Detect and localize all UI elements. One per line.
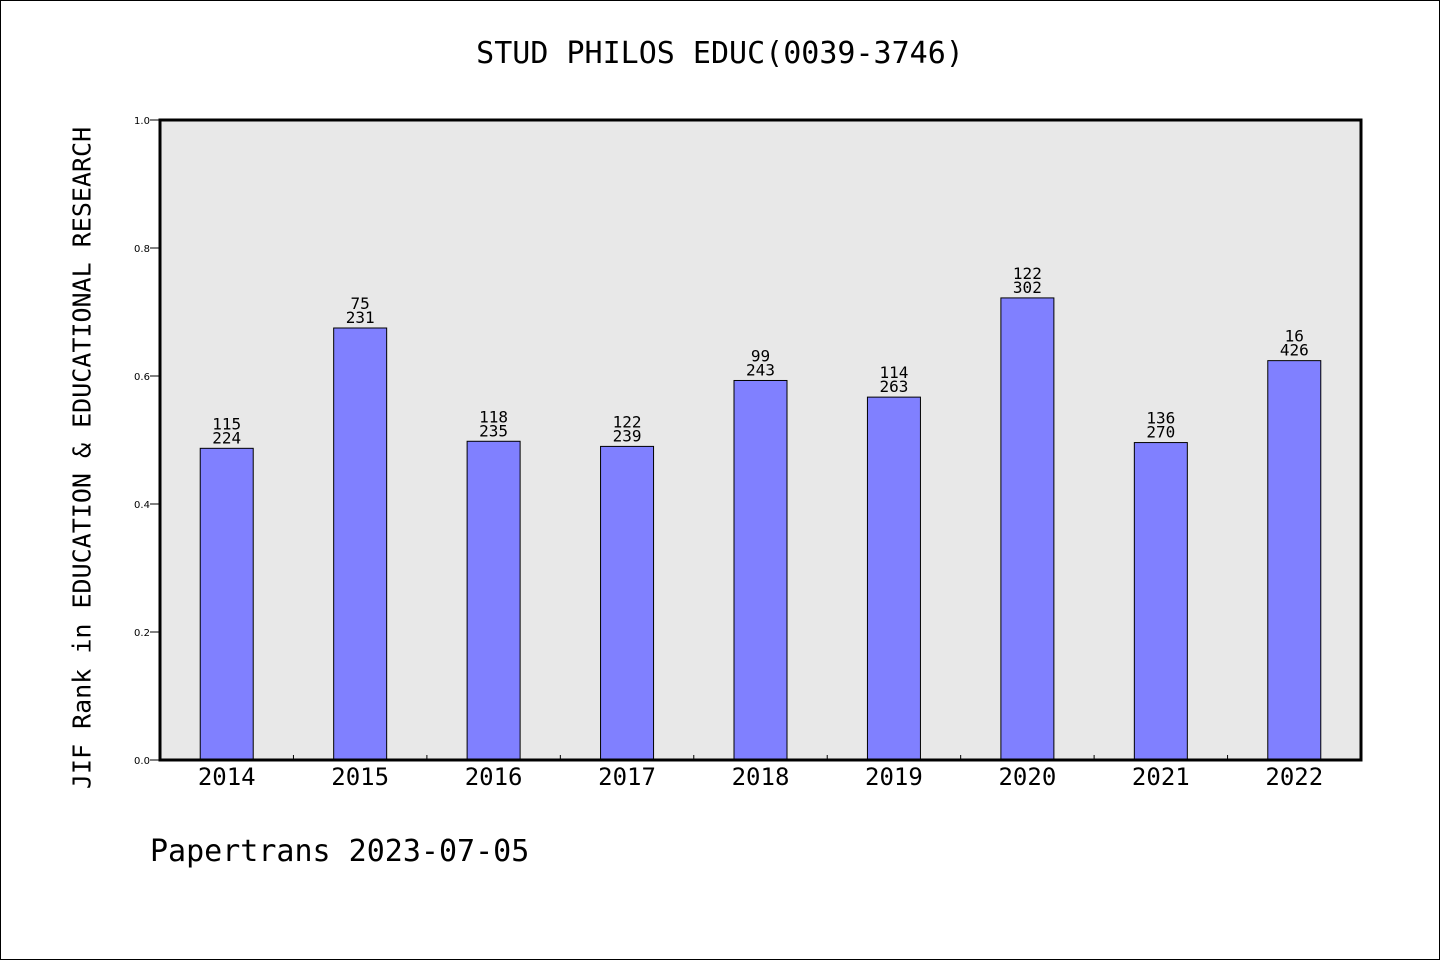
- y-tick-label-0.6: 0.6: [134, 372, 150, 383]
- x-tick-label-2019: 2019: [865, 763, 923, 791]
- bar-rank-label-2019: 114: [879, 363, 908, 382]
- bar-rank-label-2015: 75: [351, 294, 370, 313]
- x-tick-label-2021: 2021: [1132, 763, 1190, 791]
- bar-rank-label-2021: 136: [1146, 409, 1175, 428]
- bar-total-label-2019: 263: [879, 377, 908, 396]
- plot-border: [158, 118, 1363, 762]
- bar-total-label-2022: 426: [1280, 341, 1309, 360]
- x-tick-label-2015: 2015: [331, 763, 389, 791]
- x-tick-label-2017: 2017: [598, 763, 656, 791]
- bar-2015: [333, 327, 388, 761]
- bar-2016: [466, 440, 521, 761]
- bar-total-label-2014: 224: [212, 428, 241, 447]
- bar-total-label-2017: 239: [613, 426, 642, 445]
- bar-total-label-2018: 243: [746, 360, 775, 379]
- bar-2021: [1133, 442, 1188, 761]
- bar-2022: [1267, 360, 1322, 761]
- bar-2018: [733, 379, 788, 761]
- bar-2020: [1000, 297, 1055, 761]
- y-tick-label-0.8: 0.8: [134, 244, 150, 255]
- bar-total-label-2021: 270: [1146, 423, 1175, 442]
- y-tick-label-1.0: 1.0: [134, 116, 150, 127]
- bars-group: [199, 297, 1322, 761]
- x-tick-label-2022: 2022: [1265, 763, 1323, 791]
- y-tick-label-0.0: 0.0: [134, 756, 150, 767]
- bar-rank-label-2022: 16: [1285, 327, 1304, 346]
- chart-title: STUD PHILOS EDUC(0039-3746): [476, 36, 964, 71]
- x-tick-label-2014: 2014: [198, 763, 256, 791]
- bar-2014: [199, 447, 254, 761]
- x-tick-label-2016: 2016: [465, 763, 523, 791]
- x-axis: 2014 2015 2016 2017 2018 2019 2020 2021 2022: [198, 755, 1323, 791]
- y-axis: 0.0 0.2 0.4 0.6 0.8 1.0: [134, 116, 160, 767]
- bar-total-label-2020: 302: [1013, 278, 1042, 297]
- bar-rank-label-2018: 99: [751, 346, 770, 365]
- footer-text: Papertrans 2023-07-05: [150, 834, 530, 869]
- bar-rank-label-2016: 118: [479, 407, 508, 426]
- bar-rank-label-2017: 122: [613, 412, 642, 431]
- y-tick-label-0.2: 0.2: [134, 628, 150, 639]
- y-tick-label-0.4: 0.4: [134, 500, 150, 511]
- x-tick-label-2018: 2018: [732, 763, 790, 791]
- bar-rank-label-2014: 115: [212, 414, 241, 433]
- x-tick-label-2020: 2020: [998, 763, 1056, 791]
- bar-2019: [866, 396, 921, 761]
- bar-total-label-2015: 231: [346, 308, 375, 327]
- bar-rank-label-2020: 122: [1013, 264, 1042, 283]
- bar-2017: [600, 445, 655, 761]
- bar-total-label-2016: 235: [479, 421, 508, 440]
